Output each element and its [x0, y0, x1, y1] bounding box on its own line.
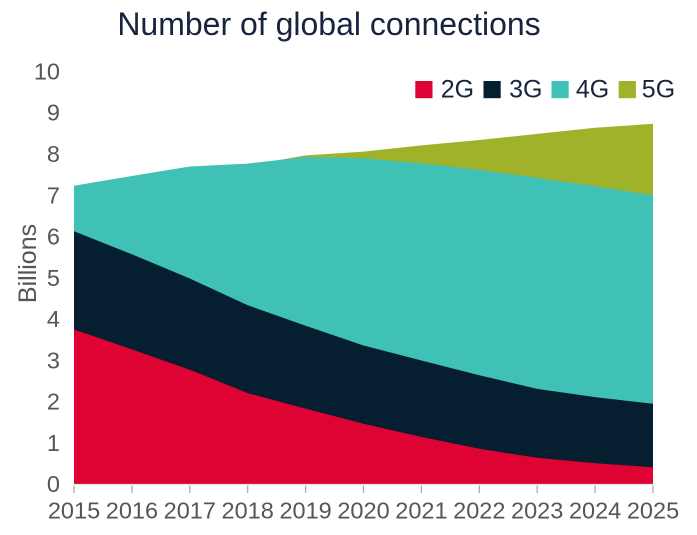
- svg-text:2015: 2015: [48, 498, 100, 524]
- svg-text:3G: 3G: [509, 76, 542, 104]
- svg-text:2025: 2025: [627, 498, 679, 524]
- svg-text:6: 6: [47, 224, 60, 250]
- svg-text:4: 4: [47, 306, 60, 332]
- svg-text:2G: 2G: [441, 76, 474, 104]
- svg-text:2017: 2017: [164, 498, 216, 524]
- svg-text:8: 8: [47, 141, 60, 167]
- svg-text:2021: 2021: [395, 498, 447, 524]
- svg-text:2023: 2023: [511, 498, 563, 524]
- svg-text:3: 3: [47, 347, 60, 373]
- svg-text:2016: 2016: [106, 498, 158, 524]
- svg-text:9: 9: [47, 100, 60, 126]
- svg-text:5: 5: [47, 265, 60, 291]
- svg-text:2020: 2020: [337, 498, 389, 524]
- svg-text:4G: 4G: [576, 76, 609, 104]
- svg-text:1: 1: [47, 430, 60, 456]
- svg-text:5G: 5G: [642, 76, 675, 104]
- svg-text:2018: 2018: [222, 498, 274, 524]
- svg-text:2022: 2022: [453, 498, 505, 524]
- svg-text:Billions: Billions: [14, 224, 42, 303]
- svg-text:2024: 2024: [569, 498, 621, 524]
- svg-text:7: 7: [47, 182, 60, 208]
- svg-text:0: 0: [47, 471, 60, 497]
- svg-text:2019: 2019: [279, 498, 331, 524]
- svg-text:Number of global connections: Number of global connections: [117, 6, 540, 42]
- svg-text:10: 10: [34, 59, 60, 85]
- svg-text:2: 2: [47, 389, 60, 415]
